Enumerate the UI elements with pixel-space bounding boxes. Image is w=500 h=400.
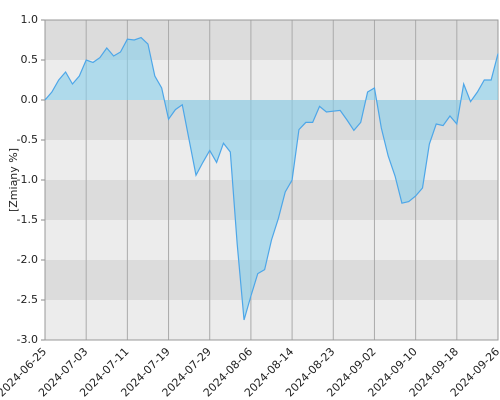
y-tick-label: 0.5 (21, 53, 39, 66)
y-tick-label: -1.0 (17, 173, 38, 186)
y-tick-label: -0.5 (17, 133, 38, 146)
y-tick-label: 1.0 (21, 13, 39, 26)
line (44, 36, 499, 321)
y-tick-label: 0.0 (21, 93, 39, 106)
band (45, 300, 498, 340)
y-tick-label: -3.0 (17, 333, 38, 346)
y-axis-label: [Zmiany %] (7, 148, 20, 212)
band (45, 260, 498, 300)
plot-frame (44, 19, 499, 341)
band (45, 20, 498, 60)
y-tick-label: -1.5 (17, 213, 38, 226)
area (45, 37, 498, 320)
y-tick-label: -2.5 (17, 293, 38, 306)
y-tick-label: -2.0 (17, 253, 38, 266)
